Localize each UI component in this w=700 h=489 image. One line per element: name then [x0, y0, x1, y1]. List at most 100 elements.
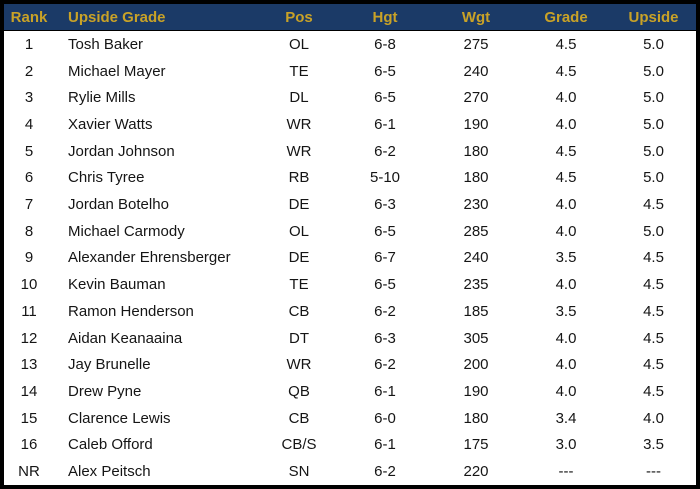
hgt-cell: 6-3: [374, 196, 396, 214]
hgt-cell: 5-10: [369, 169, 401, 187]
player-name-cell: Tosh Baker: [68, 35, 144, 53]
wgt-cell: 190: [463, 115, 489, 133]
hgt-cell: 6-2: [374, 463, 396, 481]
table-row: 4 Xavier Watts WR 6-1 190 4.0 5.0: [4, 111, 696, 138]
player-name-cell: Jordan Johnson: [68, 142, 175, 160]
grade-cell: 4.0: [555, 115, 577, 133]
hgt-cell: 6-1: [374, 115, 396, 133]
pos-cell: TE: [289, 276, 309, 294]
player-name-cell: Caleb Offord: [68, 436, 153, 454]
rank-cell: 13: [20, 356, 38, 374]
upside-cell: 5.0: [643, 115, 664, 133]
player-name-cell: Rylie Mills: [68, 89, 136, 107]
upside-cell: ---: [646, 463, 661, 481]
pos-cell: DE: [288, 196, 310, 214]
rank-cell: 8: [24, 222, 34, 240]
rank-cell: 14: [20, 382, 38, 400]
col-header-hgt: Hgt: [372, 8, 398, 26]
player-name-cell: Chris Tyree: [68, 169, 145, 187]
player-name-cell: Alexander Ehrensberger: [68, 249, 231, 267]
wgt-cell: 305: [463, 329, 489, 347]
pos-cell: DE: [288, 249, 310, 267]
table-row: 13 Jay Brunelle WR 6-2 200 4.0 4.5: [4, 351, 696, 379]
rank-cell: 11: [21, 302, 37, 320]
table-row: 16 Caleb Offord CB/S 6-1 175 3.0 3.5: [4, 431, 696, 459]
upside-cell: 4.5: [643, 249, 664, 267]
upside-cell: 4.5: [643, 356, 664, 374]
wgt-cell: 240: [463, 249, 489, 267]
table-row: 12 Aidan Keanaaina DT 6-3 305 4.0 4.5: [4, 324, 696, 352]
wgt-cell: 240: [463, 62, 489, 80]
hgt-cell: 6-2: [374, 302, 396, 320]
wgt-cell: 200: [463, 356, 489, 374]
grade-cell: 4.0: [555, 276, 577, 294]
upside-cell: 4.5: [643, 196, 664, 214]
pos-cell: DL: [289, 89, 309, 107]
grade-cell: 4.5: [555, 169, 577, 187]
rank-cell: 2: [24, 62, 34, 80]
wgt-cell: 180: [463, 169, 489, 187]
upside-cell: 5.0: [643, 89, 664, 107]
grade-cell: 3.5: [555, 249, 577, 267]
pos-cell: DT: [289, 329, 309, 347]
col-header-grade: Grade: [544, 8, 588, 26]
rank-cell: 6: [24, 169, 34, 187]
grade-cell: 4.0: [555, 222, 577, 240]
wgt-cell: 180: [463, 409, 489, 427]
player-name-cell: Michael Mayer: [68, 62, 166, 80]
table-row: 9 Alexander Ehrensberger DE 6-7 240 3.5 …: [4, 244, 696, 272]
upside-cell: 3.5: [643, 436, 664, 454]
player-name-cell: Kevin Bauman: [68, 276, 166, 294]
col-header-wgt: Wgt: [461, 8, 491, 26]
col-header-pos: Pos: [285, 8, 313, 26]
wgt-cell: 230: [463, 196, 489, 214]
grade-cell: 3.0: [555, 436, 577, 454]
col-header-upside: Upside: [628, 8, 679, 26]
upside-cell: 4.0: [643, 409, 664, 427]
upside-cell: 5.0: [643, 62, 664, 80]
upside-cell: 4.5: [643, 302, 664, 320]
pos-cell: SN: [288, 463, 310, 481]
rank-cell: 9: [24, 249, 34, 267]
pos-cell: WR: [286, 115, 312, 133]
grade-cell: 4.0: [555, 382, 577, 400]
player-name-cell: Alex Peitsch: [68, 463, 151, 481]
col-header-upside-grade: Upside Grade: [68, 8, 166, 26]
wgt-cell: 235: [463, 276, 489, 294]
grade-cell: 4.5: [555, 62, 577, 80]
table-row: 3 Rylie Mills DL 6-5 270 4.0 5.0: [4, 84, 696, 112]
hgt-cell: 6-5: [374, 62, 396, 80]
upside-cell: 5.0: [643, 142, 664, 160]
pos-cell: OL: [288, 222, 309, 240]
table-header-row: Rank Upside Grade Pos Hgt Wgt Grade Upsi…: [4, 4, 696, 31]
upside-cell: 4.5: [643, 382, 664, 400]
pos-cell: CB/S: [281, 436, 317, 454]
wgt-cell: 190: [463, 382, 489, 400]
pos-cell: CB: [288, 409, 310, 427]
grade-cell: 4.0: [555, 356, 577, 374]
grade-cell: 4.5: [555, 35, 577, 53]
pos-cell: QB: [288, 382, 310, 400]
wgt-cell: 220: [463, 463, 489, 481]
player-name-cell: Aidan Keanaaina: [68, 329, 183, 347]
pos-cell: WR: [286, 356, 312, 374]
table-row: 14 Drew Pyne QB 6-1 190 4.0 4.5: [4, 378, 696, 405]
hgt-cell: 6-3: [374, 329, 396, 347]
upside-cell: 4.5: [643, 329, 664, 347]
player-name-cell: Clarence Lewis: [68, 409, 171, 427]
rank-cell: 5: [24, 142, 34, 160]
upside-cell: 5.0: [643, 169, 664, 187]
grade-cell: 4.5: [555, 142, 577, 160]
upside-cell: 4.5: [643, 276, 664, 294]
player-name-cell: Ramon Henderson: [68, 302, 194, 320]
hgt-cell: 6-2: [374, 142, 396, 160]
table-row: 2 Michael Mayer TE 6-5 240 4.5 5.0: [4, 57, 696, 85]
grade-cell: ---: [558, 463, 574, 481]
upside-cell: 5.0: [643, 35, 664, 53]
table-row: 10 Kevin Bauman TE 6-5 235 4.0 4.5: [4, 271, 696, 299]
rank-cell: 4: [24, 115, 34, 133]
wgt-cell: 180: [463, 142, 489, 160]
player-name-cell: Drew Pyne: [68, 382, 142, 400]
hgt-cell: 6-0: [374, 409, 396, 427]
